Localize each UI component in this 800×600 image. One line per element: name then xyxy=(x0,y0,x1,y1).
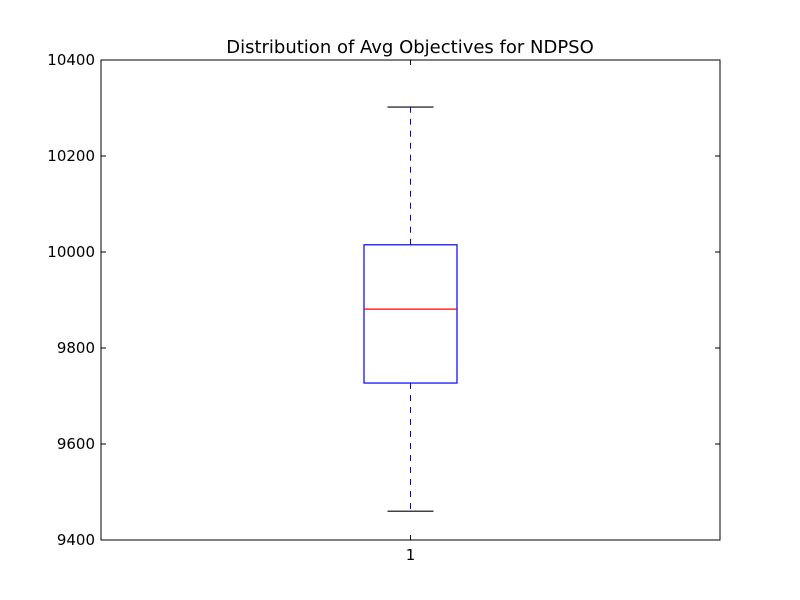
y-tick-label: 10000 xyxy=(47,243,95,261)
y-tick-label: 10200 xyxy=(47,147,95,165)
y-tick-label: 9800 xyxy=(57,339,95,357)
plot-area: 9400 9600 9800 10000 10200 10400 1 xyxy=(47,51,720,564)
y-tick-label: 10400 xyxy=(47,51,95,69)
chart-title: Distribution of Avg Objectives for NDPSO xyxy=(226,37,594,58)
y-tick-label: 9600 xyxy=(57,435,95,453)
y-tick-label: 9400 xyxy=(57,531,95,549)
interquartile-box xyxy=(363,244,458,384)
x-tick-label: 1 xyxy=(406,546,416,564)
plot-frame xyxy=(100,59,721,541)
